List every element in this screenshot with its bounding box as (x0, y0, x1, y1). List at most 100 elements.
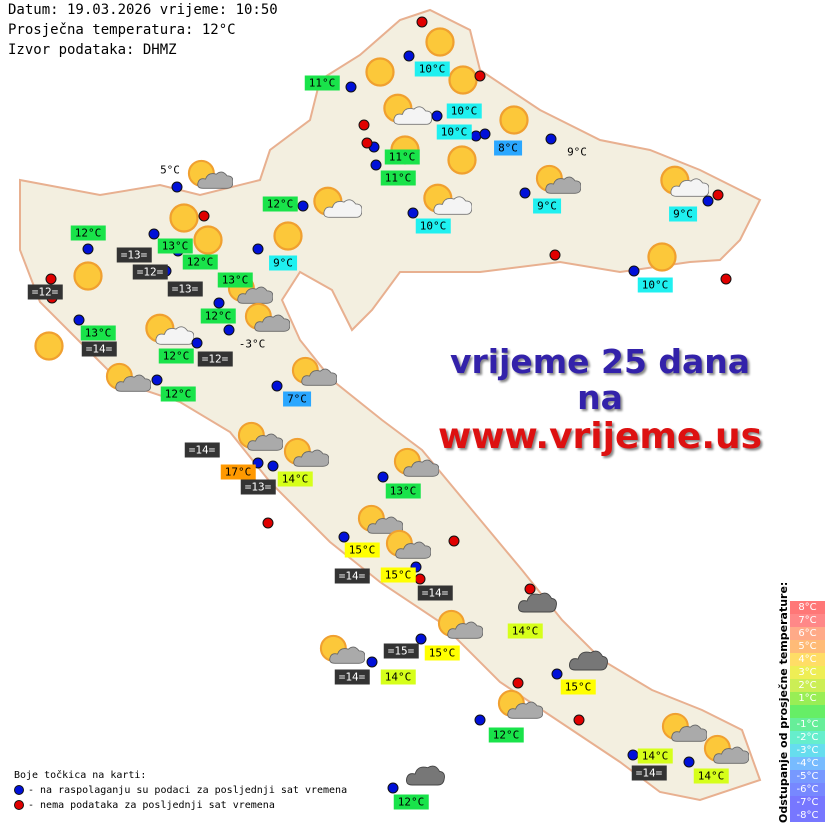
temperature-label: 14°C (637, 748, 673, 764)
scale-step: 2°C (790, 679, 825, 692)
temperature-label: =14= (81, 341, 117, 357)
station-dot-available[interactable] (628, 265, 640, 277)
legend-title: Boje točkica na karti: (14, 770, 147, 781)
station-dot-available[interactable] (410, 561, 422, 573)
temperature-label: 13°C (80, 325, 116, 341)
temperature-label: =15= (383, 643, 419, 659)
temperature-label: 14°C (693, 768, 729, 784)
station-dot-available[interactable] (415, 633, 427, 645)
station-dot-available[interactable] (366, 656, 378, 668)
station-dot-missing[interactable] (549, 249, 561, 261)
station-dot-available[interactable] (377, 471, 389, 483)
station-dot-available[interactable] (370, 159, 382, 171)
station-dot-available[interactable] (345, 81, 357, 93)
station-dot-available[interactable] (702, 195, 714, 207)
temperature-label: 11°C (304, 75, 340, 91)
sun-icon (448, 65, 478, 95)
station-dot-available[interactable] (551, 668, 563, 680)
temperature-label: =14= (334, 669, 370, 685)
station-dot-available[interactable] (407, 207, 419, 219)
station-dot-available[interactable] (683, 756, 695, 768)
temperature-label: 12°C (158, 348, 194, 364)
station-dot-available[interactable] (252, 243, 264, 255)
station-dot-available[interactable] (479, 128, 491, 140)
scale-step: -3°C (790, 744, 825, 757)
temperature-label: 12°C (160, 386, 196, 402)
date-time: Datum: 19.03.2026 vrijeme: 10:50 (8, 2, 278, 18)
station-dot-missing[interactable] (524, 583, 536, 595)
station-dot-available[interactable] (191, 337, 203, 349)
temperature-label: 15°C (380, 567, 416, 583)
average-temperature: Prosječna temperatura: 12°C (8, 22, 236, 38)
station-dot-missing[interactable] (712, 189, 724, 201)
sun-icon (365, 57, 395, 87)
scale-step: 6°C (790, 627, 825, 640)
station-dot-missing[interactable] (720, 273, 732, 285)
station-dot-missing[interactable] (198, 210, 210, 222)
station-dot-available[interactable] (545, 133, 557, 145)
temperature-label: 17°C (220, 464, 256, 480)
station-dot-available[interactable] (171, 181, 183, 193)
temperature-label: 10°C (415, 218, 451, 234)
station-dot-available[interactable] (338, 531, 350, 543)
temperature-label: 15°C (344, 542, 380, 558)
station-dot-missing[interactable] (416, 16, 428, 28)
station-dot-available[interactable] (297, 200, 309, 212)
station-dot-available[interactable] (267, 460, 279, 472)
legend-blue-text: - na raspolaganju su podaci za posljednj… (28, 785, 348, 796)
scale-step: 7°C (790, 614, 825, 627)
temperature-label: 9°C (269, 255, 297, 271)
station-dot-available[interactable] (387, 782, 399, 794)
temperature-label: 15°C (560, 679, 596, 695)
station-dot-available[interactable] (213, 297, 225, 309)
station-dot-available[interactable] (252, 457, 264, 469)
station-dot-missing[interactable] (414, 573, 426, 585)
station-dot-missing[interactable] (448, 535, 460, 547)
sun-icon (447, 145, 477, 175)
station-dot-available[interactable] (474, 714, 486, 726)
station-dot-missing[interactable] (361, 137, 373, 149)
ad-line-1: vrijeme 25 dana (449, 342, 751, 381)
station-dot-available[interactable] (223, 324, 235, 336)
sun-icon (647, 242, 677, 272)
temperature-label: 11°C (384, 149, 420, 165)
sun-behind-cloud-icon (187, 159, 233, 190)
station-dot-available[interactable] (148, 228, 160, 240)
station-dot-missing[interactable] (358, 119, 370, 131)
station-dot-available[interactable] (151, 374, 163, 386)
sun-icon (73, 261, 103, 291)
scale-step: -2°C (790, 731, 825, 744)
scale-step: -8°C (790, 809, 825, 822)
temperature-label: 7°C (283, 391, 311, 407)
scale-step: -4°C (790, 757, 825, 770)
temperature-label: 14°C (277, 471, 313, 487)
station-dot-missing[interactable] (474, 70, 486, 82)
temperature-label: 8°C (494, 140, 522, 156)
temperature-label: 13°C (157, 238, 193, 254)
station-dot-available[interactable] (403, 50, 415, 62)
temperature-label: 13°C (385, 483, 421, 499)
temperature-label: =12= (197, 351, 233, 367)
ad-link[interactable]: www.vrijeme.us (437, 416, 763, 457)
temperature-label: 12°C (182, 254, 218, 270)
red-dot-icon (14, 800, 24, 810)
temperature-label: 14°C (507, 623, 543, 639)
sun-behind-cloud-icon (319, 634, 365, 665)
temperature-label: =13= (240, 479, 276, 495)
station-dot-missing[interactable] (45, 273, 57, 285)
scale-step (790, 705, 825, 718)
station-dot-missing[interactable] (512, 677, 524, 689)
scale-step: 1°C (790, 692, 825, 705)
station-dot-available[interactable] (431, 110, 443, 122)
temperature-label: =14= (184, 442, 220, 458)
station-dot-missing[interactable] (573, 714, 585, 726)
temperature-label: 10°C (446, 103, 482, 119)
temperature-label: 12°C (262, 196, 298, 212)
station-dot-available[interactable] (519, 187, 531, 199)
deviation-scale-title: Odstupanje od prosječne temperature: (777, 581, 790, 823)
station-dot-available[interactable] (73, 314, 85, 326)
station-dot-available[interactable] (82, 243, 94, 255)
station-dot-available[interactable] (271, 380, 283, 392)
station-dot-missing[interactable] (262, 517, 274, 529)
